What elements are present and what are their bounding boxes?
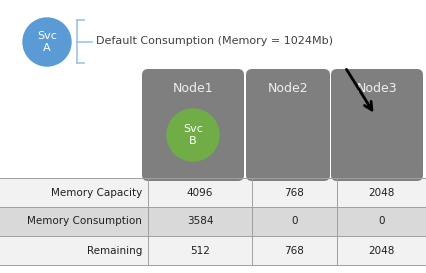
- Text: Remaining: Remaining: [86, 245, 142, 256]
- Text: Memory Consumption: Memory Consumption: [27, 216, 142, 227]
- Text: 0: 0: [378, 216, 385, 227]
- Text: Memory Capacity: Memory Capacity: [51, 188, 142, 197]
- FancyBboxPatch shape: [142, 69, 244, 181]
- Text: 512: 512: [190, 245, 210, 256]
- Text: 3584: 3584: [187, 216, 213, 227]
- Text: Svc
A: Svc A: [37, 31, 57, 53]
- Circle shape: [23, 18, 71, 66]
- Text: Default Consumption (Memory = 1024Mb): Default Consumption (Memory = 1024Mb): [96, 37, 333, 46]
- Text: Node1: Node1: [173, 82, 213, 96]
- Text: 768: 768: [285, 245, 305, 256]
- FancyBboxPatch shape: [0, 236, 426, 265]
- FancyBboxPatch shape: [246, 69, 330, 181]
- Text: 4096: 4096: [187, 188, 213, 197]
- FancyBboxPatch shape: [0, 207, 426, 236]
- Text: 0: 0: [291, 216, 298, 227]
- Text: 768: 768: [285, 188, 305, 197]
- Text: Svc
B: Svc B: [183, 124, 203, 146]
- FancyBboxPatch shape: [0, 178, 426, 207]
- Circle shape: [167, 109, 219, 161]
- Text: Node2: Node2: [268, 82, 308, 96]
- Text: Node3: Node3: [357, 82, 397, 96]
- Text: 2048: 2048: [368, 188, 394, 197]
- FancyBboxPatch shape: [331, 69, 423, 181]
- Text: 2048: 2048: [368, 245, 394, 256]
